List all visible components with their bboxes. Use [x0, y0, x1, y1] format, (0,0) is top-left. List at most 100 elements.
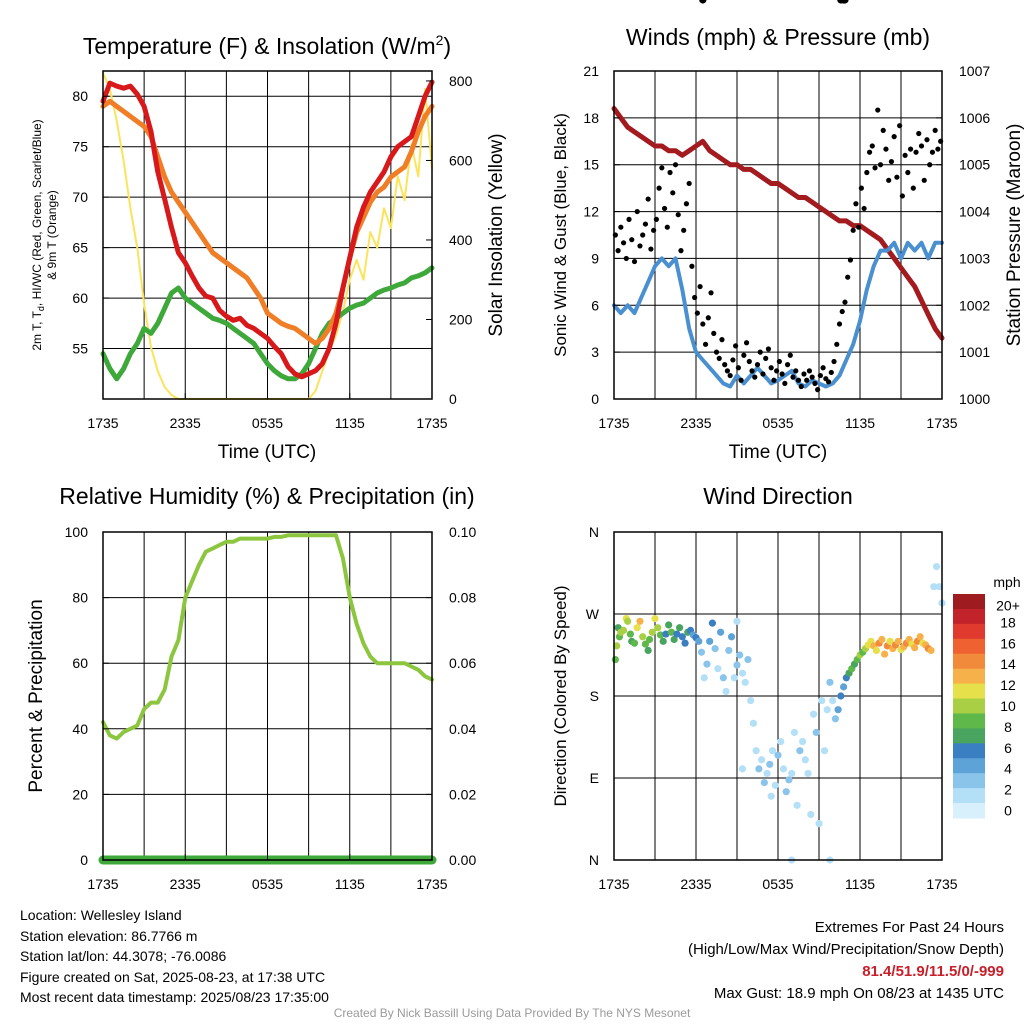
direction-point: [644, 646, 652, 655]
gust-point: [918, 143, 925, 149]
colorbar-label: 2: [1004, 782, 1012, 798]
colorbar-swatch: [953, 608, 985, 625]
y2-tick-label: 0.10: [449, 524, 476, 540]
x-tick-label: 1735: [87, 415, 118, 431]
colorbar-label: 12: [1000, 677, 1016, 693]
gust-point: [754, 362, 761, 368]
gust-point: [842, 299, 848, 305]
gust-point: [661, 205, 668, 212]
gust-point: [932, 127, 938, 133]
gust-point: [820, 365, 826, 371]
gust-point: [825, 379, 832, 385]
direction-point: [706, 637, 714, 645]
gust-point: [642, 221, 649, 227]
direction-point: [719, 674, 727, 682]
y-tick-label: 70: [72, 189, 88, 205]
direction-point: [930, 583, 938, 591]
gust-point: [667, 169, 673, 176]
gust-point: [651, 227, 657, 233]
rh-grid: [103, 532, 432, 860]
y-tick-label: 55: [72, 341, 88, 357]
direction-point: [932, 563, 941, 571]
temp-y2-ticks: 0 200 400 600 800: [426, 73, 473, 407]
gust-point: [847, 257, 854, 263]
direction-point: [741, 678, 749, 686]
direction-point: [837, 692, 845, 700]
direction-point: [831, 715, 840, 723]
gust-point: [866, 149, 873, 155]
station-info: Location: Wellesley Island Station eleva…: [20, 905, 329, 1008]
humidity-panel: Relative Humidity (%) & Precipitation (i…: [26, 483, 476, 892]
direction-point: [699, 0, 707, 4]
direction-point: [820, 747, 829, 755]
temp-x-label: Time (UTC): [218, 442, 317, 463]
direction-point: [768, 747, 777, 755]
gust-point: [839, 308, 845, 315]
y-tick-label: 9: [591, 250, 599, 266]
wind-grid: [614, 71, 942, 399]
direction-point: [648, 628, 656, 636]
figure-created: Figure created on Sat, 2025-08-23, at 17…: [20, 968, 326, 985]
gust-point: [864, 169, 870, 176]
gust-point: [768, 365, 774, 371]
gust-point: [880, 127, 886, 133]
station-elevation: Station elevation: 86.7766 m: [20, 927, 198, 944]
gust-point: [774, 368, 780, 374]
wind-x-label: Time (UTC): [729, 442, 828, 463]
x-tick-label: 0535: [762, 415, 793, 431]
direction-point: [840, 683, 848, 691]
y2-tick-label: 1004: [959, 204, 990, 220]
direction-point: [749, 719, 758, 727]
gust-point: [927, 162, 933, 168]
dir-grid: [614, 532, 942, 860]
gust-point: [689, 263, 695, 269]
direction-point: [760, 778, 768, 787]
wind-title: Winds (mph) & Pressure (mb): [626, 24, 930, 50]
colorbar-label: 8: [1004, 719, 1012, 735]
y-tick-label: 60: [72, 655, 88, 671]
x-tick-label: 1735: [926, 415, 957, 431]
temp-x-ticks: 1735 2335 0535 1135 1735: [87, 393, 448, 431]
x-tick-label: 2335: [680, 876, 711, 892]
temp-y-label-2: & 9m T (Orange): [45, 190, 59, 280]
x-tick-label: 1735: [598, 415, 629, 431]
x-tick-label: 0535: [252, 415, 283, 431]
y-tick-label: S: [590, 688, 599, 704]
gust-point: [845, 274, 851, 280]
gust-point: [724, 368, 731, 374]
gust-point: [620, 240, 627, 246]
direction-point: [654, 624, 662, 632]
gust-point: [905, 169, 911, 176]
y-tick-label: N: [589, 524, 599, 540]
colorbar-swatch: [953, 728, 985, 744]
direction-point: [785, 776, 793, 784]
direction-point: [886, 637, 894, 645]
x-tick-label: 1735: [416, 415, 447, 431]
gust-point: [828, 369, 834, 376]
y-tick-label: 80: [72, 88, 88, 104]
gust-point: [801, 371, 807, 377]
wind-x-ticks: 1735 2335 0535 1135 1735: [598, 393, 958, 431]
y-tick-label: 15: [583, 157, 599, 173]
y2-tick-label: 0.08: [449, 590, 476, 606]
colorbar-label: 20+: [996, 597, 1020, 613]
direction-point: [911, 644, 919, 652]
y2-tick-label: 0: [449, 391, 457, 407]
x-tick-label: 1735: [926, 876, 957, 892]
gust-point: [935, 146, 941, 152]
y-tick-label: 6: [591, 297, 599, 313]
extremes-title: Extremes For Past 24 Hours: [814, 919, 1004, 936]
gust-point: [784, 362, 791, 368]
gust-point: [634, 208, 640, 215]
direction-point: [700, 674, 708, 682]
colorbar-swatch: [953, 713, 985, 729]
x-tick-label: 1135: [845, 876, 875, 892]
colorbar-swatch: [953, 638, 985, 655]
gust-point: [776, 358, 782, 365]
x-tick-label: 1735: [598, 876, 629, 892]
x-tick-label: 1735: [416, 876, 447, 892]
gust-point: [817, 372, 823, 379]
speed-colorbar: 20+18 16 14 12 10 8 6 4 2 0: [953, 594, 1020, 819]
gust-point: [798, 383, 804, 390]
direction-point: [763, 769, 771, 778]
